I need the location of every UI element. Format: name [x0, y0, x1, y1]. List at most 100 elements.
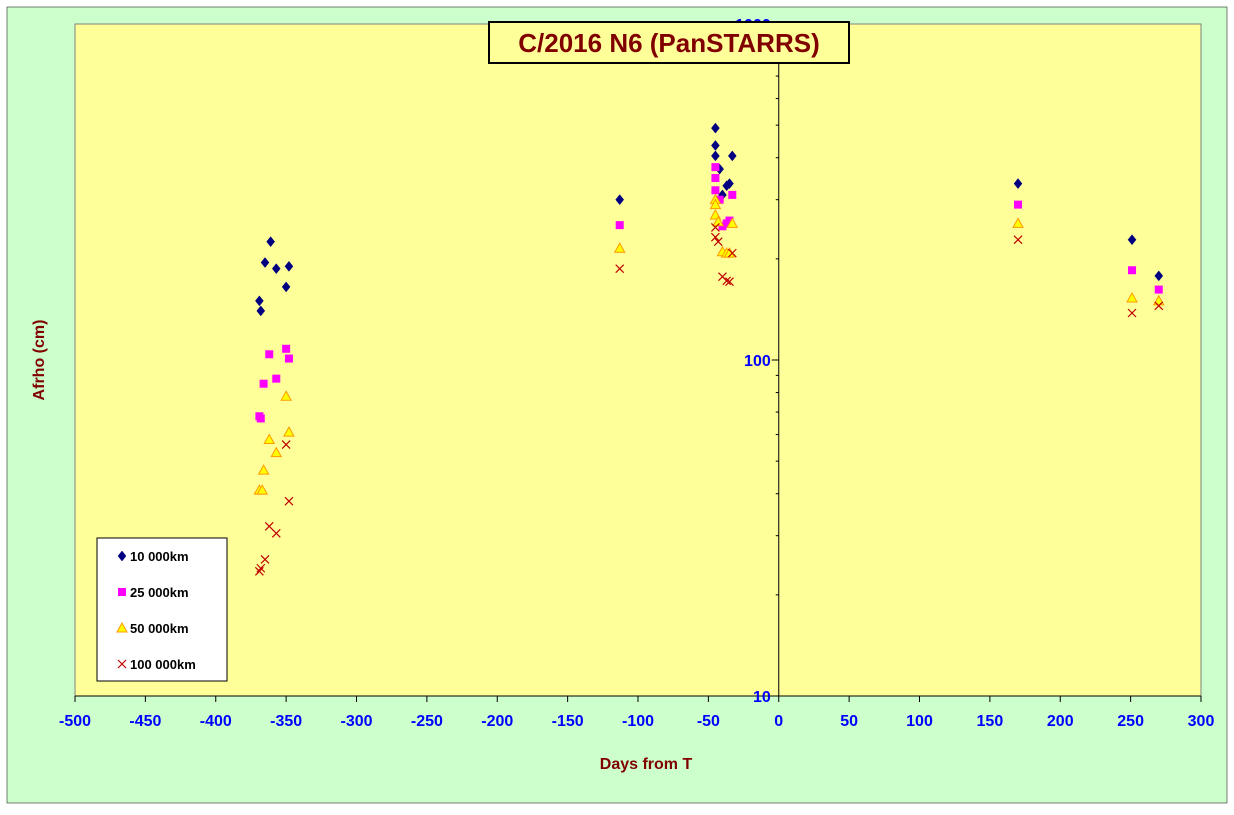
- x-tick-label: -500: [59, 713, 91, 730]
- data-point: [1013, 178, 1023, 189]
- data-point: [263, 433, 276, 444]
- data-point: [271, 263, 281, 275]
- axes: -500 -450 -400 -350 -300 -250 -200 -150 -100 -50 0…: [59, 17, 1214, 730]
- series-layer: [253, 122, 1165, 576]
- x-tick-label: -300: [340, 713, 372, 730]
- chart-title-frame: [488, 21, 850, 64]
- data-point: [711, 140, 720, 151]
- x-tick-label: -250: [411, 713, 443, 730]
- data-point: [713, 237, 723, 247]
- series-0: [255, 122, 1164, 317]
- data-point: [1128, 266, 1137, 275]
- series-1: [255, 163, 1163, 423]
- data-point: [272, 374, 281, 383]
- chart-title-box: C/2016 N6 (PanSTARRS): [488, 21, 850, 64]
- data-point: [1127, 308, 1137, 318]
- data-point: [1126, 291, 1138, 303]
- x-tick-label: -350: [270, 713, 302, 730]
- series-2: [253, 193, 1165, 495]
- x-tick-label: 250: [1117, 713, 1144, 730]
- data-point: [615, 221, 624, 230]
- y-axis-label: Afrho (cm): [31, 320, 48, 401]
- data-point: [710, 223, 720, 232]
- x-tick-label: 0: [774, 713, 783, 730]
- series-3: [254, 223, 1164, 576]
- data-point: [257, 464, 270, 475]
- x-axis-label: Days from T: [600, 756, 693, 773]
- y-tick-label: 100: [744, 353, 771, 370]
- legend-frame: [96, 537, 228, 682]
- plot-area: [74, 23, 1202, 697]
- data-point: [710, 232, 720, 242]
- data-point: [281, 440, 291, 450]
- data-point: [615, 264, 625, 274]
- data-point: [711, 122, 720, 134]
- data-point: [256, 563, 266, 573]
- legend-label: 100 000km: [130, 657, 196, 672]
- legend-label: 10 000km: [130, 549, 189, 564]
- data-point: [711, 150, 720, 162]
- legend-marker: [117, 659, 127, 669]
- data-point: [711, 174, 720, 183]
- data-point: [1154, 285, 1163, 294]
- data-point: [283, 426, 295, 437]
- x-tick-label: 100: [906, 713, 933, 730]
- data-point: [282, 344, 291, 353]
- data-point: [256, 484, 269, 495]
- y-tick-label: 10: [753, 689, 771, 706]
- data-point: [284, 496, 294, 506]
- data-point: [284, 260, 294, 272]
- data-point: [284, 354, 293, 363]
- data-point: [260, 257, 270, 268]
- data-point: [709, 198, 722, 210]
- data-point: [266, 236, 275, 248]
- data-point: [259, 379, 268, 388]
- data-point: [715, 195, 724, 204]
- legend: 10 000km 25 000km 50 000km 100 000km: [96, 537, 228, 682]
- data-point: [264, 521, 274, 531]
- data-point: [725, 216, 734, 225]
- data-point: [280, 390, 292, 401]
- data-point: [728, 190, 737, 199]
- data-point: [726, 217, 739, 228]
- legend-label: 50 000km: [130, 621, 189, 636]
- data-point: [1014, 200, 1023, 209]
- data-point: [1154, 301, 1164, 311]
- x-tick-label: -50: [697, 713, 720, 730]
- legend-label: 25 000km: [130, 585, 189, 600]
- data-point: [613, 242, 626, 253]
- data-point: [256, 305, 266, 317]
- data-point: [711, 163, 720, 172]
- data-point: [256, 414, 265, 423]
- x-tick-label: -150: [552, 713, 584, 730]
- data-point: [271, 528, 281, 538]
- data-point: [1154, 270, 1164, 282]
- data-point: [615, 194, 625, 206]
- data-point: [260, 554, 270, 564]
- legend-marker: [116, 621, 128, 633]
- data-point: [265, 350, 274, 359]
- x-tick-label: -200: [481, 713, 513, 730]
- x-tick-label: 200: [1047, 713, 1074, 730]
- x-tick-label: 150: [977, 713, 1004, 730]
- data-point: [1127, 234, 1137, 246]
- data-point: [281, 281, 291, 293]
- x-tick-label: -450: [129, 713, 161, 730]
- data-point: [725, 277, 734, 287]
- data-point: [727, 150, 737, 162]
- legend-marker: [118, 588, 126, 596]
- chart-title: C/2016 N6 (PanSTARRS): [518, 28, 820, 58]
- data-point: [1012, 217, 1024, 228]
- data-point: [725, 178, 734, 189]
- x-tick-label: -400: [200, 713, 232, 730]
- legend-marker: [117, 550, 127, 562]
- x-tick-label: 50: [840, 713, 858, 730]
- x-tick-label: 300: [1188, 713, 1215, 730]
- data-point: [718, 222, 727, 231]
- x-tick-label: -100: [622, 713, 654, 730]
- data-point: [255, 295, 264, 307]
- data-point: [254, 566, 264, 576]
- data-point: [727, 248, 737, 258]
